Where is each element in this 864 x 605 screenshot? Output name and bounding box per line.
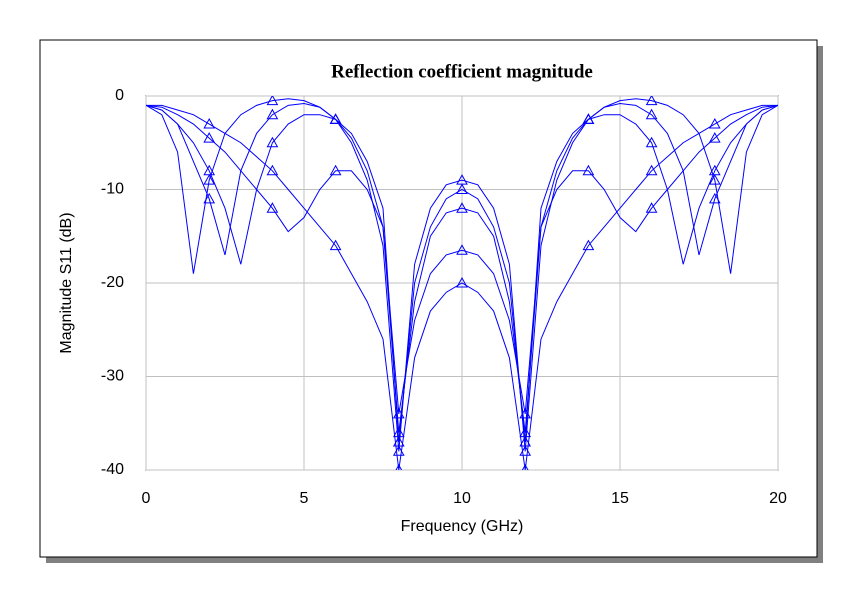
marker [519, 435, 532, 447]
series-line [146, 102, 778, 433]
y-tick-label: -10 [101, 181, 124, 198]
marker [456, 202, 468, 213]
marker [266, 96, 279, 106]
marker [521, 463, 529, 470]
series-line [146, 104, 778, 414]
marker [203, 192, 216, 204]
marker [645, 164, 658, 176]
series-line [146, 104, 778, 470]
x-tick-label: 5 [300, 490, 309, 507]
marker [395, 463, 403, 470]
x-tick-label: 15 [611, 490, 629, 507]
series-line [146, 104, 778, 442]
marker [456, 276, 468, 288]
y-tick-label: -40 [101, 461, 124, 478]
marker [645, 202, 658, 213]
marker [266, 108, 279, 120]
marker [456, 183, 468, 194]
marker [203, 174, 216, 185]
marker [329, 164, 342, 176]
marker [708, 164, 721, 176]
marker [266, 202, 279, 213]
y-tick-label: -30 [101, 368, 124, 385]
y-tick-label: 0 [115, 87, 124, 104]
marker [329, 239, 342, 251]
marker [708, 174, 721, 185]
marker [329, 113, 342, 124]
x-tick-label: 0 [142, 490, 151, 507]
marker [645, 136, 658, 148]
marker [582, 113, 595, 124]
marker [203, 164, 216, 176]
marker [645, 96, 658, 106]
marker [708, 192, 721, 204]
marker [456, 244, 468, 255]
marker [266, 136, 279, 148]
x-axis-label: Frequency (GHz) [401, 518, 524, 535]
marker [203, 132, 216, 143]
x-tick-label: 20 [769, 490, 787, 507]
marker [266, 164, 279, 176]
marker [582, 239, 595, 251]
series-line [146, 98, 778, 452]
marker [392, 426, 405, 438]
chart-title: Reflection coefficient magnitude [331, 61, 593, 82]
y-axis-label: Magnitude S11 (dB) [58, 212, 75, 353]
x-tick-label: 10 [453, 490, 471, 507]
marker [582, 164, 595, 176]
marker [392, 435, 405, 447]
y-tick-label: -20 [101, 274, 124, 291]
marker [708, 118, 721, 129]
marker [203, 118, 216, 129]
marker [519, 426, 532, 438]
marker [645, 108, 658, 120]
marker [708, 132, 721, 143]
lines [146, 96, 778, 470]
